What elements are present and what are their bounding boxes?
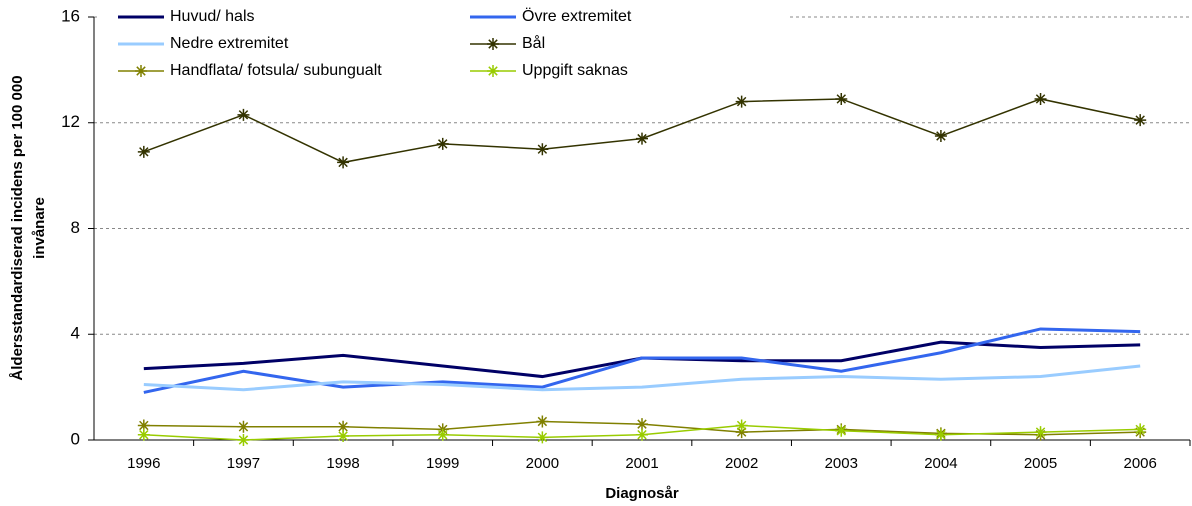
y-tick-label: 4 (71, 324, 80, 343)
marker (536, 431, 549, 444)
y-axis-label: Åldersstandardiserad incidens per 100 00… (9, 75, 26, 380)
marker (636, 428, 648, 441)
legend-label: Handflata/ fotsula/ subungualt (170, 62, 382, 79)
x-tick-label: 2000 (526, 455, 559, 472)
marker (487, 38, 499, 50)
marker (1134, 423, 1147, 436)
y-tick-label: 16 (61, 6, 80, 25)
marker (1134, 114, 1147, 127)
marker (237, 434, 250, 446)
marker (135, 65, 147, 77)
x-tick-label: 2004 (924, 455, 957, 472)
x-tick-label: 2001 (625, 455, 658, 472)
series-line (143, 327, 1141, 394)
marker (237, 108, 250, 121)
marker (934, 428, 947, 441)
x-tick-label: 2002 (725, 455, 758, 472)
marker (636, 418, 648, 431)
marker (835, 92, 848, 105)
marker (536, 143, 549, 156)
legend: Huvud/ hals Övre extremitet Nedre extremit… (100, 4, 790, 86)
x-tick-label: 2003 (825, 455, 858, 472)
marker (137, 419, 150, 432)
x-tick-label: 2006 (1123, 455, 1156, 472)
marker (735, 426, 748, 439)
marker (735, 95, 748, 108)
marker (735, 419, 748, 432)
x-tick-label: 2005 (1024, 455, 1057, 472)
marker (934, 129, 947, 142)
marker (487, 65, 499, 77)
marker (337, 420, 350, 433)
marker (137, 145, 150, 158)
marker (237, 420, 250, 433)
legend-label: Nedre extremitet (170, 35, 289, 52)
legend-label: Bål (522, 34, 545, 52)
x-tick-label: 1996 (127, 455, 160, 472)
marker (337, 156, 350, 169)
marker (436, 428, 449, 441)
marker (1034, 92, 1047, 105)
y-tick-label: 0 (71, 429, 80, 448)
x-axis-label: Diagnosår (605, 485, 679, 502)
marker (137, 428, 150, 441)
legend-box (100, 4, 790, 86)
marker (636, 132, 648, 145)
x-tick-label: 1998 (326, 455, 359, 472)
legend-label: Övre extremitet (522, 7, 632, 25)
legend-label: Huvud/ hals (170, 8, 255, 25)
x-tick-label: 1999 (426, 455, 459, 472)
marker (536, 415, 549, 428)
series-line (143, 98, 1141, 164)
marker (337, 430, 350, 443)
y-tick-label: 8 (71, 218, 80, 237)
y-tick-label: 12 (61, 112, 80, 131)
marker (436, 137, 449, 150)
marker (1034, 426, 1047, 439)
legend-label: Uppgift saknas (522, 62, 628, 79)
x-tick-label: 1997 (227, 455, 260, 472)
y-axis-label: invånare (31, 197, 48, 259)
series-line (143, 364, 1141, 392)
marker (835, 424, 848, 437)
